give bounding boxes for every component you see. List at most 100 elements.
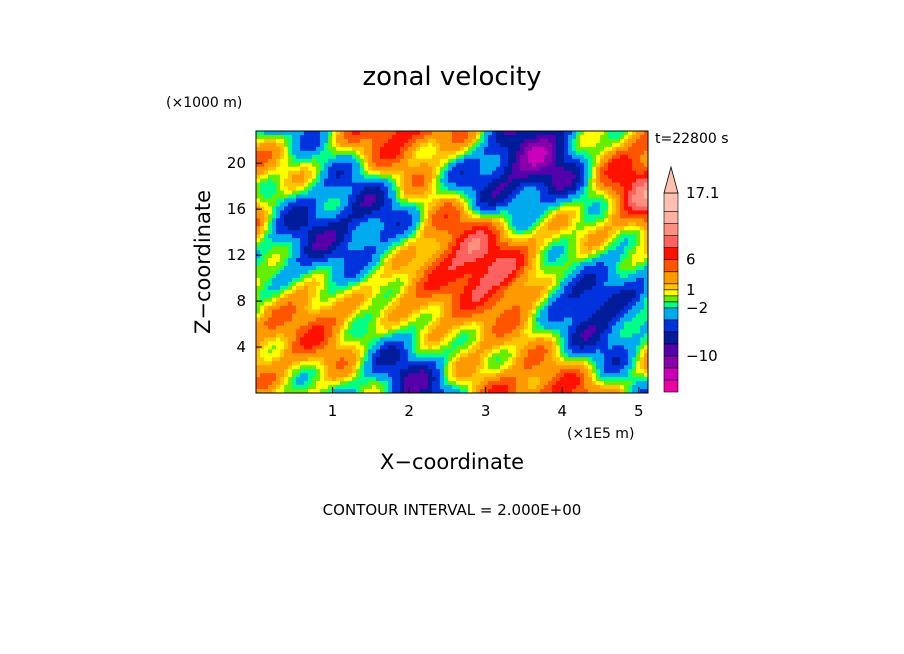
heatmap-cell: [556, 166, 561, 172]
heatmap-cell: [524, 194, 529, 199]
heatmap-cell: [516, 317, 521, 322]
heatmap-cell: [308, 254, 313, 259]
heatmap-cell: [476, 297, 481, 303]
heatmap-cell: [492, 317, 497, 322]
heatmap-cell: [356, 385, 361, 390]
heatmap-cell: [552, 142, 557, 148]
heatmap-cell: [536, 162, 541, 168]
heatmap-cell: [328, 381, 333, 386]
heatmap-cell: [408, 305, 413, 310]
heatmap-cell: [524, 297, 529, 303]
heatmap-cell: [524, 246, 529, 251]
heatmap-cell: [340, 131, 345, 136]
heatmap-cell: [484, 202, 489, 207]
heatmap-cell: [488, 150, 493, 156]
heatmap-cell: [472, 345, 477, 350]
heatmap-cell: [304, 329, 309, 334]
heatmap-cell: [296, 305, 301, 310]
heatmap-cell: [416, 341, 421, 346]
heatmap-cell: [320, 166, 325, 172]
heatmap-cell: [340, 246, 345, 251]
heatmap-cell: [484, 337, 489, 342]
heatmap-cell: [428, 341, 433, 346]
heatmap-cell: [260, 345, 265, 350]
heatmap-cell: [460, 333, 465, 338]
heatmap-cell: [484, 317, 489, 322]
heatmap-cell: [392, 162, 397, 168]
heatmap-cell: [464, 345, 469, 350]
heatmap-cell: [364, 158, 369, 164]
heatmap-cell: [388, 258, 393, 263]
heatmap-cell: [520, 198, 525, 203]
heatmap-cell: [480, 206, 485, 211]
heatmap-cell: [408, 369, 413, 374]
heatmap-cell: [464, 134, 469, 140]
heatmap-cell: [404, 373, 409, 378]
heatmap-cell: [392, 317, 397, 322]
heatmap-cell: [264, 206, 269, 211]
heatmap-cell: [460, 150, 465, 156]
heatmap-cell: [508, 309, 513, 314]
heatmap-cell: [332, 194, 337, 199]
heatmap-cell: [532, 317, 537, 322]
heatmap-cell: [408, 361, 413, 366]
heatmap-cell: [256, 234, 261, 239]
heatmap-cell: [268, 389, 273, 394]
heatmap-cell: [428, 174, 433, 179]
heatmap-cell: [300, 206, 305, 211]
heatmap-cell: [552, 262, 557, 267]
heatmap-cell: [380, 226, 385, 231]
heatmap-cell: [496, 273, 501, 279]
heatmap-cell: [540, 250, 545, 255]
heatmap-cell: [268, 230, 273, 235]
heatmap-cell: [260, 281, 265, 287]
heatmap-cell: [416, 265, 421, 271]
heatmap-cell: [428, 134, 433, 140]
heatmap-cell: [464, 265, 469, 271]
heatmap-cell: [512, 262, 517, 267]
heatmap-cell: [272, 349, 277, 354]
heatmap-cell: [444, 277, 449, 283]
heatmap-cell: [344, 210, 349, 215]
heatmap-cell: [312, 289, 317, 295]
heatmap-cell: [364, 131, 369, 136]
heatmap-cell: [288, 293, 293, 299]
heatmap-cell: [260, 297, 265, 303]
heatmap-cell: [512, 309, 517, 314]
heatmap-cell: [348, 289, 353, 295]
heatmap-cell: [340, 214, 345, 219]
heatmap-cell: [532, 178, 537, 183]
heatmap-cell: [472, 317, 477, 322]
heatmap-cell: [440, 349, 445, 354]
heatmap-cell: [372, 293, 377, 299]
heatmap-cell: [492, 369, 497, 374]
heatmap-cell: [332, 178, 337, 183]
heatmap-cell: [516, 158, 521, 164]
heatmap-cell: [492, 285, 497, 291]
heatmap-cell: [348, 230, 353, 235]
heatmap-cell: [404, 242, 409, 247]
heatmap-cell: [396, 194, 401, 199]
heatmap-cell: [408, 265, 413, 271]
heatmap-cell: [528, 206, 533, 211]
heatmap-cell: [552, 325, 557, 330]
heatmap-cell: [368, 377, 373, 382]
heatmap-cell: [480, 333, 485, 338]
heatmap-cell: [324, 131, 329, 136]
heatmap-cell: [496, 138, 501, 144]
heatmap-cell: [356, 369, 361, 374]
heatmap-cell: [340, 273, 345, 279]
heatmap-cell: [268, 162, 273, 168]
heatmap-cell: [376, 246, 381, 251]
heatmap-cell: [332, 305, 337, 310]
heatmap-cell: [484, 373, 489, 378]
heatmap-cell: [420, 206, 425, 211]
heatmap-cell: [304, 234, 309, 239]
heatmap-cell: [508, 325, 513, 330]
heatmap-cell: [436, 265, 441, 271]
heatmap-cell: [332, 154, 337, 160]
heatmap-cell: [280, 138, 285, 144]
heatmap-cell: [368, 385, 373, 390]
heatmap-cell: [520, 317, 525, 322]
